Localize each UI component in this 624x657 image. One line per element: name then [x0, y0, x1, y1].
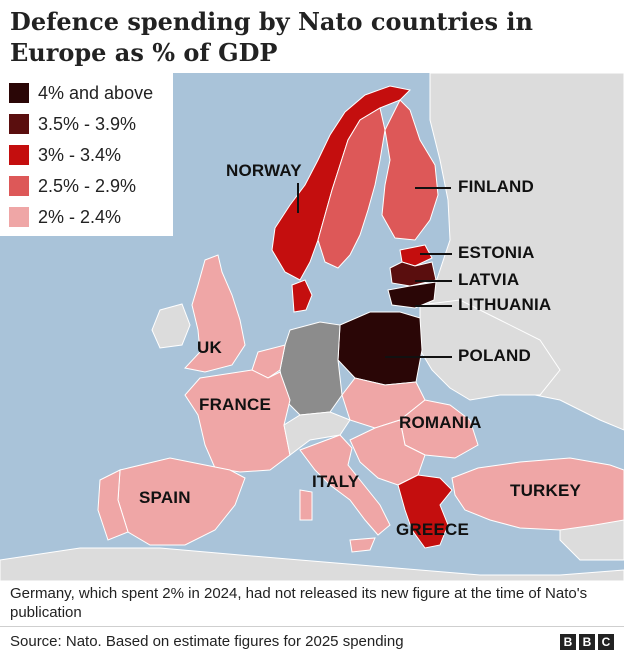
bbc-logo-letter: B: [579, 634, 595, 650]
legend-label: 3% - 3.4%: [38, 144, 122, 165]
legend-item: 2% - 2.4%: [9, 206, 121, 228]
europe-map-svg: [0, 73, 624, 581]
legend-swatch: [9, 83, 29, 103]
label-turkey: TURKEY: [510, 481, 582, 500]
label-estonia: ESTONIA: [458, 243, 535, 262]
label-latvia: LATVIA: [458, 270, 520, 289]
label-greece: GREECE: [396, 520, 469, 539]
legend-item: 3.5% - 3.9%: [9, 113, 136, 135]
legend-item: 3% - 3.4%: [9, 144, 121, 166]
country-sweden: [317, 107, 386, 269]
label-norway: NORWAY: [226, 161, 302, 180]
leader-norway: [297, 183, 299, 213]
country-portugal: [97, 469, 129, 541]
legend-swatch: [9, 114, 29, 134]
label-italy: ITALY: [312, 472, 360, 491]
bbc-logo-letter: C: [598, 634, 614, 650]
country-balkans: [349, 419, 426, 486]
legend-label: 3.5% - 3.9%: [38, 113, 137, 134]
label-uk: UK: [197, 338, 222, 357]
map: [0, 73, 624, 581]
footnote: Germany, which spent 2% in 2024, had not…: [10, 585, 588, 621]
country-uk: [184, 254, 246, 373]
label-finland: FINLAND: [458, 177, 534, 196]
country-austria-switzerland: [283, 411, 351, 456]
legend-swatch: [9, 207, 29, 227]
label-poland: POLAND: [458, 346, 531, 365]
land-ukraine-belarus: [419, 299, 561, 401]
source-bar: Source: Nato. Based on estimate figures …: [0, 626, 624, 657]
label-lithuania: LITHUANIA: [458, 295, 552, 314]
legend-label: 2% - 2.4%: [38, 206, 122, 227]
leader-lithuania: [415, 305, 452, 307]
legend-item: 4% and above: [9, 82, 153, 104]
country-finland: [381, 99, 439, 241]
land-north-africa: [0, 547, 624, 581]
leader-latvia: [415, 280, 452, 282]
label-france: FRANCE: [199, 395, 272, 414]
country-sicily-sardinia: [299, 489, 376, 553]
legend-label: 4% and above: [38, 82, 154, 103]
leader-finland: [415, 187, 451, 189]
legend-label: 2.5% - 2.9%: [38, 175, 137, 196]
country-italy: [299, 434, 391, 536]
legend-swatch: [9, 176, 29, 196]
country-france: [184, 369, 291, 473]
bbc-logo: B B C: [560, 634, 614, 650]
country-benelux: [251, 344, 286, 379]
label-romania: ROMANIA: [399, 413, 482, 432]
country-poland: [337, 311, 423, 386]
leader-estonia: [420, 253, 452, 255]
country-ireland: [151, 303, 191, 349]
leader-poland: [385, 356, 452, 358]
country-denmark: [291, 279, 313, 313]
legend: 4% and above 3.5% - 3.9% 3% - 3.4% 2.5% …: [0, 73, 173, 236]
legend-item: 2.5% - 2.9%: [9, 175, 136, 197]
source-text: Source: Nato. Based on estimate figures …: [10, 633, 404, 650]
label-spain: SPAIN: [139, 488, 191, 507]
country-greece: [397, 474, 453, 549]
country-turkey: [451, 457, 624, 531]
legend-swatch: [9, 145, 29, 165]
bbc-logo-letter: B: [560, 634, 576, 650]
country-lithuania: [387, 281, 437, 309]
chart-title: Defence spending by Nato countries in Eu…: [10, 7, 533, 67]
country-estonia: [399, 244, 433, 267]
